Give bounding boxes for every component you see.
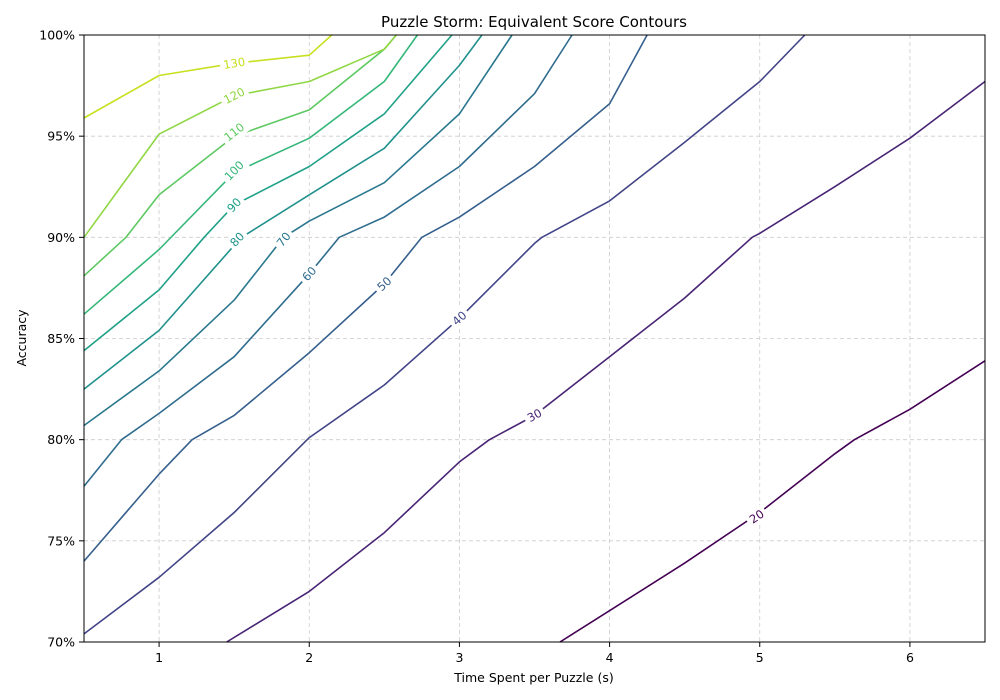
y-tick-label: 100%	[39, 28, 75, 43]
x-axis-ticks: 1 2 3 4 5 6	[155, 642, 914, 665]
y-axis-label: Accuracy	[14, 309, 29, 367]
contour-label-gap	[446, 305, 473, 332]
y-tick-label: 80%	[47, 432, 75, 447]
y-tick-label: 75%	[47, 533, 75, 548]
chart-title: Puzzle Storm: Equivalent Score Contours	[381, 13, 687, 31]
contour-label-120: 120	[217, 82, 251, 110]
contour-label-90: 90	[221, 191, 248, 219]
contour-label-text: 30	[525, 406, 545, 425]
contour-label-gap	[371, 270, 398, 297]
y-tick-label: 70%	[47, 635, 75, 650]
contour-label-80: 80	[224, 226, 251, 253]
contour-line-60	[83, 34, 573, 487]
contour-label-20: 20	[743, 504, 770, 530]
contour-label-50: 50	[371, 270, 398, 297]
contour-label-gap	[218, 154, 250, 187]
contour-label-gap	[217, 82, 251, 110]
contour-label-text: 20	[747, 507, 767, 527]
contour-line-100	[83, 34, 419, 315]
contour-line-40	[83, 34, 806, 635]
contour-line-120	[83, 34, 397, 238]
contour-line-30	[226, 80, 986, 643]
contour-label-gap	[521, 403, 548, 428]
contour-line-70	[83, 34, 513, 427]
y-axis-ticks: 70% 75% 80% 85% 90% 95% 100%	[39, 28, 84, 650]
contour-label-gap	[224, 226, 251, 253]
contour-label-60: 60	[296, 260, 323, 287]
contour-label-30: 30	[521, 403, 548, 428]
x-tick-label: 2	[305, 650, 313, 665]
contour-label-gap	[270, 226, 297, 253]
x-tick-label: 6	[906, 650, 914, 665]
x-tick-label: 3	[455, 650, 463, 665]
contour-label-130: 130	[218, 53, 250, 74]
contour-label-40: 40	[446, 305, 473, 332]
contour-label-gap	[296, 260, 323, 287]
contour-line-80	[83, 34, 483, 390]
x-axis-label: Time Spent per Puzzle (s)	[453, 670, 613, 685]
contour-label-gap	[221, 191, 248, 219]
x-tick-label: 5	[756, 650, 764, 665]
x-tick-label: 1	[155, 650, 163, 665]
contour-label-gap	[218, 117, 251, 148]
contour-label-text: 130	[222, 55, 246, 72]
contour-label-gap	[743, 504, 770, 530]
contour-label-70: 70	[270, 226, 297, 253]
x-tick-label: 4	[606, 650, 614, 665]
y-tick-label: 95%	[47, 129, 75, 144]
y-tick-label: 85%	[47, 331, 75, 346]
contour-line-20	[559, 360, 986, 643]
y-tick-label: 90%	[47, 230, 75, 245]
contour-label-gap	[218, 53, 250, 74]
